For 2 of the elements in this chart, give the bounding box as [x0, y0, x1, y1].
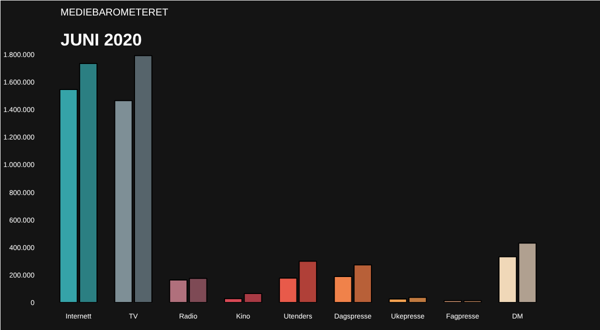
chart-title: MEDIEBAROMETERET	[60, 8, 168, 18]
chart-subtitle: JUNI 2020	[60, 30, 142, 50]
